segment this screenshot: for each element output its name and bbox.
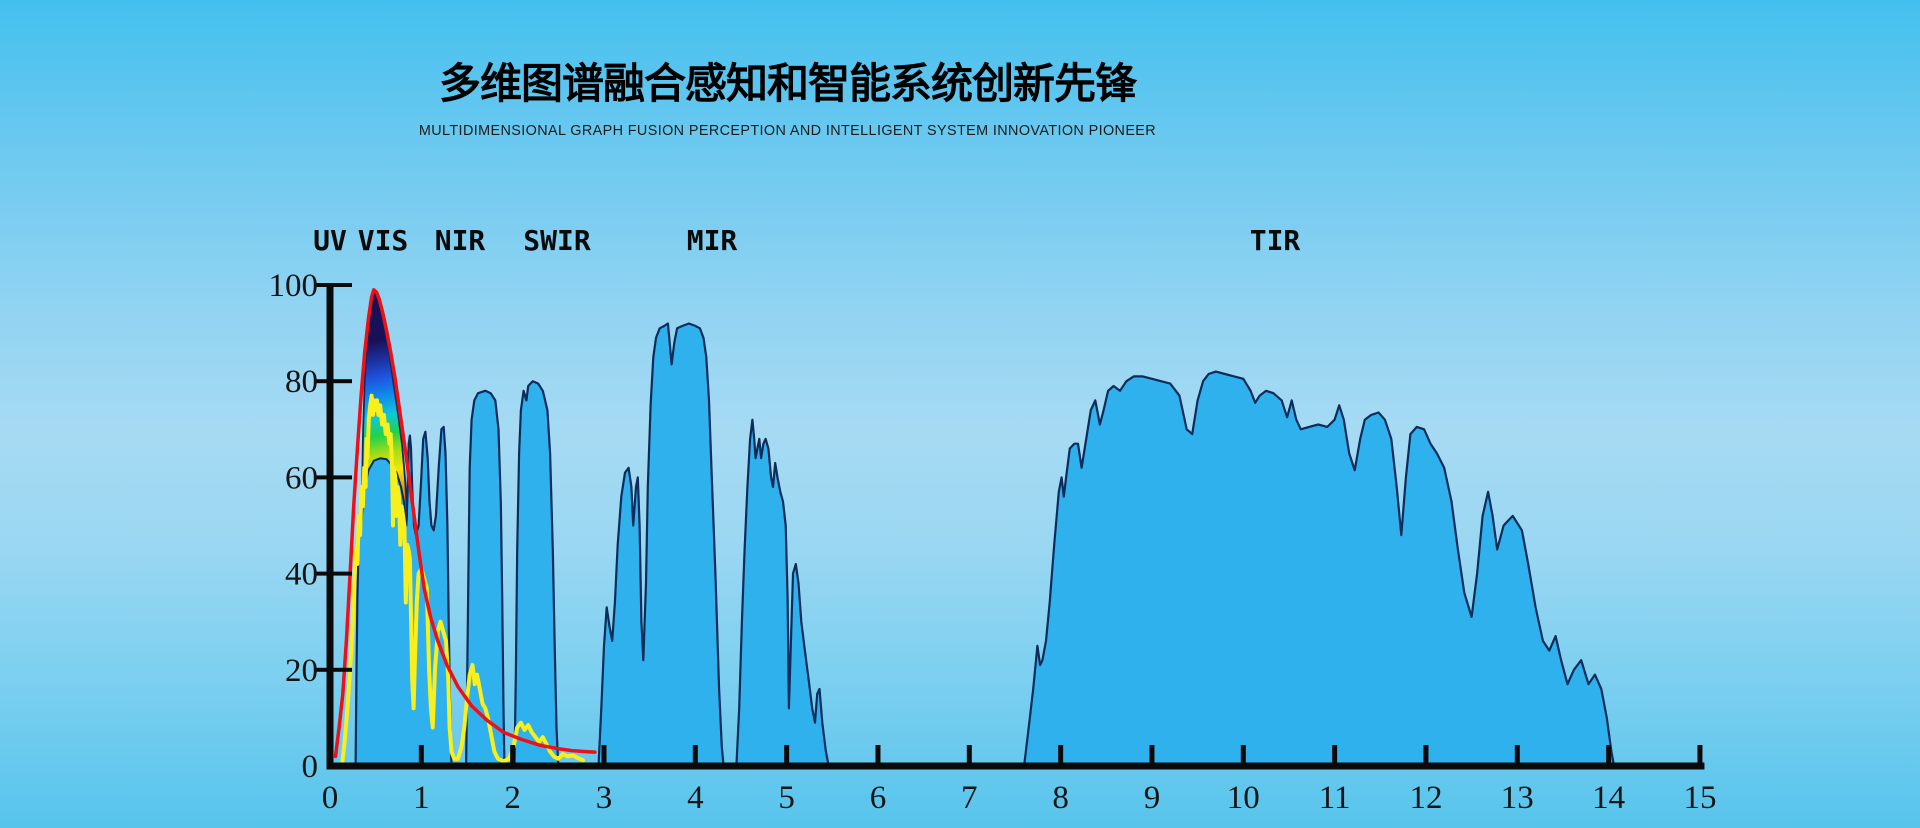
x-axis <box>326 762 1705 770</box>
band-label-uv: UV <box>313 224 347 257</box>
solar-irradiance-curve <box>339 393 585 768</box>
y-tick-label: 40 <box>285 557 318 593</box>
x-tick <box>1606 745 1612 763</box>
x-tick <box>1149 745 1155 763</box>
y-tick <box>314 379 352 384</box>
x-tick <box>1058 745 1064 763</box>
band-label-swir: SWIR <box>523 224 591 257</box>
x-tick <box>1423 745 1429 763</box>
y-tick <box>314 667 352 672</box>
transmission-window-area <box>735 418 830 768</box>
x-tick <box>601 745 607 763</box>
y-tick <box>314 283 352 287</box>
band-label-tir: TIR <box>1249 224 1301 257</box>
y-tick <box>314 475 352 480</box>
x-tick-label: 0 <box>322 780 339 816</box>
x-tick-label: 13 <box>1501 780 1534 816</box>
x-tick <box>875 745 881 763</box>
x-tick-label: 14 <box>1592 780 1625 816</box>
x-tick <box>1514 745 1520 763</box>
x-tick-label: 3 <box>596 780 613 816</box>
x-tick-label: 1 <box>413 780 430 816</box>
x-tick-label: 6 <box>870 780 887 816</box>
x-tick-label: 5 <box>778 780 795 816</box>
x-tick <box>327 745 333 763</box>
band-label-vis: VIS <box>357 224 409 257</box>
y-tick-label: 20 <box>285 653 318 689</box>
y-tick-label: 60 <box>285 460 318 496</box>
y-tick-label: 0 <box>302 749 319 785</box>
x-tick-label: 2 <box>504 780 521 816</box>
page-subtitle: MULTIDIMENSIONAL GRAPH FUSION PERCEPTION… <box>418 122 1157 140</box>
x-tick <box>1332 745 1338 763</box>
x-tick-label: 10 <box>1227 780 1260 816</box>
x-tick-label: 15 <box>1683 780 1716 816</box>
x-tick-label: 7 <box>961 780 978 816</box>
y-tick <box>314 571 352 576</box>
y-tick-label: 100 <box>269 268 319 304</box>
x-tick <box>692 745 698 763</box>
band-label-mir: MIR <box>686 224 738 257</box>
transmission-window-area <box>513 380 560 768</box>
transmission-window-area <box>597 322 725 768</box>
x-tick <box>510 745 516 763</box>
header: 多维图谱融合感知和智能系统创新先锋 MULTIDIMENSIONAL GRAPH… <box>0 0 1575 139</box>
x-tick-label: 9 <box>1144 780 1161 816</box>
x-tick <box>418 745 424 763</box>
transmission-window-area <box>465 389 506 768</box>
x-tick <box>784 745 790 763</box>
x-tick-label: 4 <box>687 780 704 816</box>
band-label-nir: NIR <box>434 224 486 257</box>
x-tick-label: 8 <box>1052 780 1069 816</box>
page-title: 多维图谱融合感知和智能系统创新先锋 <box>438 60 1137 107</box>
x-tick <box>1240 745 1246 763</box>
x-tick <box>1697 745 1703 763</box>
transmission-window-area <box>1022 370 1616 768</box>
x-tick-label: 11 <box>1319 780 1351 816</box>
x-tick-label: 12 <box>1409 780 1442 816</box>
y-tick-label: 80 <box>285 364 318 400</box>
y-axis <box>326 283 334 769</box>
blackbody-radiation-curve <box>333 288 597 759</box>
x-tick <box>966 745 972 763</box>
